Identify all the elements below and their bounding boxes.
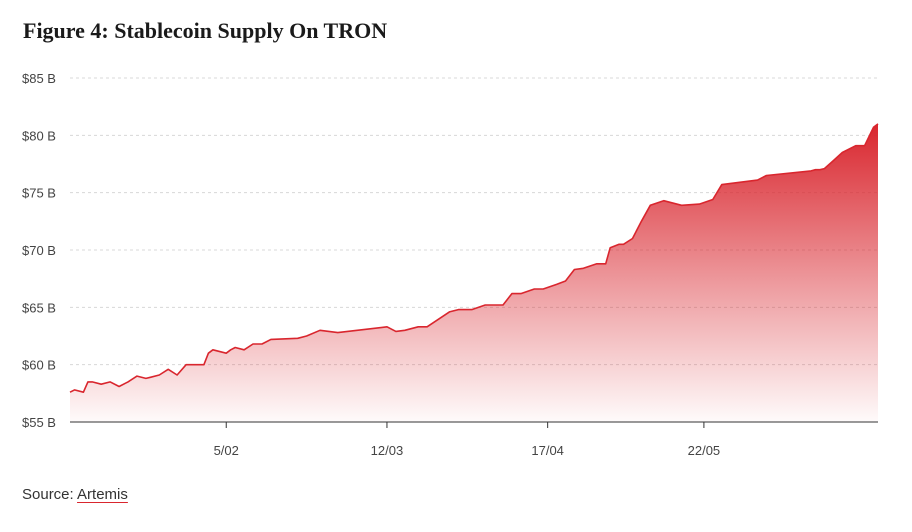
source-prefix: Source: <box>22 486 78 503</box>
x-axis <box>70 421 878 428</box>
y-tick-label: $75 B <box>22 186 56 201</box>
supply-line <box>69 123 879 393</box>
source-note: Source: Artemis <box>22 486 128 503</box>
chart-title: Figure 4: Stablecoin Supply On TRON <box>23 18 388 43</box>
x-tick-label: 5/02 <box>214 443 239 458</box>
y-tick-label: $85 B <box>22 71 56 86</box>
x-tick-label: 17/04 <box>531 443 564 458</box>
y-tick-label: $60 B <box>22 358 56 373</box>
series-area <box>69 123 879 423</box>
x-tick-label: 12/03 <box>371 443 404 458</box>
source-link[interactable]: Artemis <box>77 486 128 503</box>
y-tick-label: $65 B <box>22 300 56 315</box>
y-tick-label: $80 B <box>22 128 56 143</box>
y-tick-label: $70 B <box>22 243 56 258</box>
area-chart: $55 B $60 B $65 B $70 B $75 B $80 B $85 B 5/02 1… <box>22 71 879 458</box>
supply-area-fill <box>70 123 878 423</box>
tick-labels: $55 B $60 B $65 B $70 B $75 B $80 B $85 B 5/02 1… <box>22 71 720 458</box>
x-tick-label: 22/05 <box>688 443 721 458</box>
y-tick-label: $55 B <box>22 415 56 430</box>
